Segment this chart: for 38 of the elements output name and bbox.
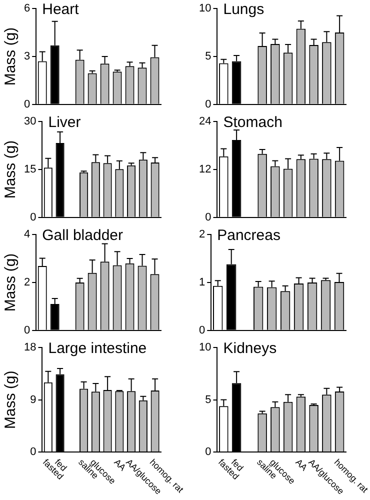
y-tick-label: 0: [205, 211, 212, 224]
chart-title: Large intestine: [48, 340, 147, 358]
y-tick-label: 0: [205, 98, 212, 110]
chart-title: Stomach: [223, 114, 282, 132]
y-tick-label: 15: [24, 164, 36, 176]
y-tick-label: 9: [30, 394, 36, 406]
y-tick-label: 0: [24, 98, 30, 110]
chart-title: Heart: [42, 1, 80, 18]
y-tick-label: 5: [205, 394, 212, 406]
x-tick-label: AA: [112, 457, 128, 473]
chart-title: Pancreas: [217, 227, 280, 244]
y-tick-label: 1: [198, 276, 206, 289]
chart-title: Liver: [48, 114, 81, 132]
y-tick-label: 3: [24, 50, 30, 63]
y-tick-label: 0: [30, 446, 36, 458]
y-tick-label: 4: [24, 228, 30, 241]
y-tick-label: 0: [30, 211, 36, 224]
y-tick-label: 10: [198, 342, 212, 354]
y-axis-title: Mass (g): [2, 140, 20, 199]
y-tick-label: 2: [198, 228, 206, 241]
chart-title: Gall bladder: [42, 227, 124, 244]
y-axis-title: Mass (g): [2, 370, 20, 429]
y-axis-title: Mass (g): [2, 27, 20, 86]
chart-title: Lungs: [223, 1, 264, 18]
y-tick-label: 18: [24, 342, 36, 354]
y-tick-label: 0: [198, 324, 206, 336]
y-tick-label: 5: [205, 50, 212, 63]
y-tick-label: 24: [198, 116, 212, 128]
y-tick-label: 0: [24, 324, 30, 336]
x-tick-label: AA: [294, 457, 310, 473]
y-tick-label: 10: [198, 2, 212, 15]
chart-title: Kidneys: [223, 340, 277, 358]
y-tick-label: 0: [205, 446, 212, 458]
y-tick-label: 30: [24, 116, 36, 128]
y-tick-label: 12: [198, 164, 212, 176]
y-axis-title: Mass (g): [2, 253, 20, 312]
y-tick-label: 6: [24, 2, 30, 15]
y-tick-label: 2: [24, 276, 30, 289]
